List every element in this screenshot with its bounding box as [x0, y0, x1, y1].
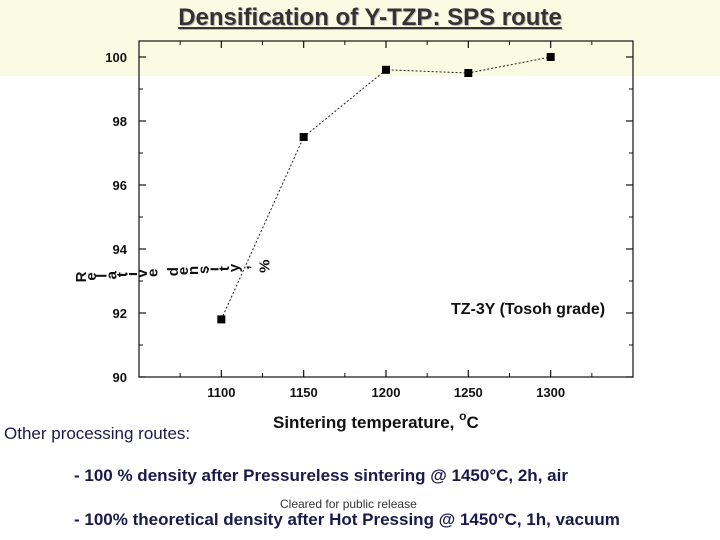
- data-point: [299, 133, 308, 141]
- y-axis-label-char: a: [104, 270, 121, 279]
- slide-title: Densification of Y-TZP: SPS route: [178, 4, 562, 31]
- y-axis-label-char: i: [206, 267, 223, 271]
- series-annotation: TZ-3Y (Tosoh grade): [451, 301, 605, 318]
- x-tick-label: 1200: [372, 385, 401, 400]
- y-axis-label-char: e: [175, 267, 192, 275]
- series-line: [220, 56, 551, 320]
- y-axis-label-char: n: [185, 266, 202, 275]
- y-axis-label-char: %: [257, 260, 274, 273]
- y-axis-label-char: e: [144, 269, 161, 277]
- y-tick-label: 92: [113, 306, 127, 321]
- data-point: [464, 69, 473, 77]
- x-tick-label: 1150: [290, 385, 318, 400]
- y-axis-label-char: y: [226, 263, 243, 272]
- x-tick-label: 1100: [207, 385, 235, 400]
- y-axis-label-char: t: [114, 272, 131, 277]
- y-axis-ticks: 90 92 94 96 98 100: [105, 50, 633, 385]
- bullet-hot-pressing: - 100% theoretical density after Hot Pre…: [74, 510, 620, 529]
- y-axis-label-char: ,: [236, 265, 253, 269]
- title-band: [0, 0, 720, 76]
- y-axis-label-char: e: [83, 272, 100, 280]
- x-axis-ticks: 1100 1150 1200 1250 1300: [179, 41, 593, 400]
- bullet-pressureless: - 100 % density after Pressureless sinte…: [74, 466, 568, 485]
- y-axis-label-char: l: [93, 274, 110, 278]
- data-point: [382, 65, 390, 74]
- x-tick-label: 1250: [454, 385, 483, 400]
- y-tick-label: 90: [113, 370, 127, 385]
- y-axis-label-char: d: [165, 267, 182, 276]
- y-axis-label-char: v: [134, 269, 151, 278]
- footer-note: Cleared for public release: [280, 497, 417, 511]
- y-axis-label-char: s: [195, 266, 212, 274]
- y-tick-label: 100: [105, 50, 127, 65]
- y-tick-label: 94: [113, 242, 128, 257]
- y-tick-label: 98: [113, 114, 127, 129]
- y-axis-label-char: i: [124, 272, 141, 276]
- x-axis-label: Sintering temperature, oC: [273, 409, 479, 432]
- y-axis-label-char: R: [73, 271, 90, 282]
- x-tick-label: 1300: [536, 385, 565, 400]
- y-axis-label-char: t: [216, 266, 233, 271]
- other-routes-title: Other processing routes:: [4, 424, 191, 443]
- data-point: [217, 315, 226, 324]
- plot-frame: [138, 40, 634, 378]
- data-point: [546, 53, 555, 61]
- data-markers: [217, 53, 555, 324]
- y-tick-label: 96: [113, 178, 127, 193]
